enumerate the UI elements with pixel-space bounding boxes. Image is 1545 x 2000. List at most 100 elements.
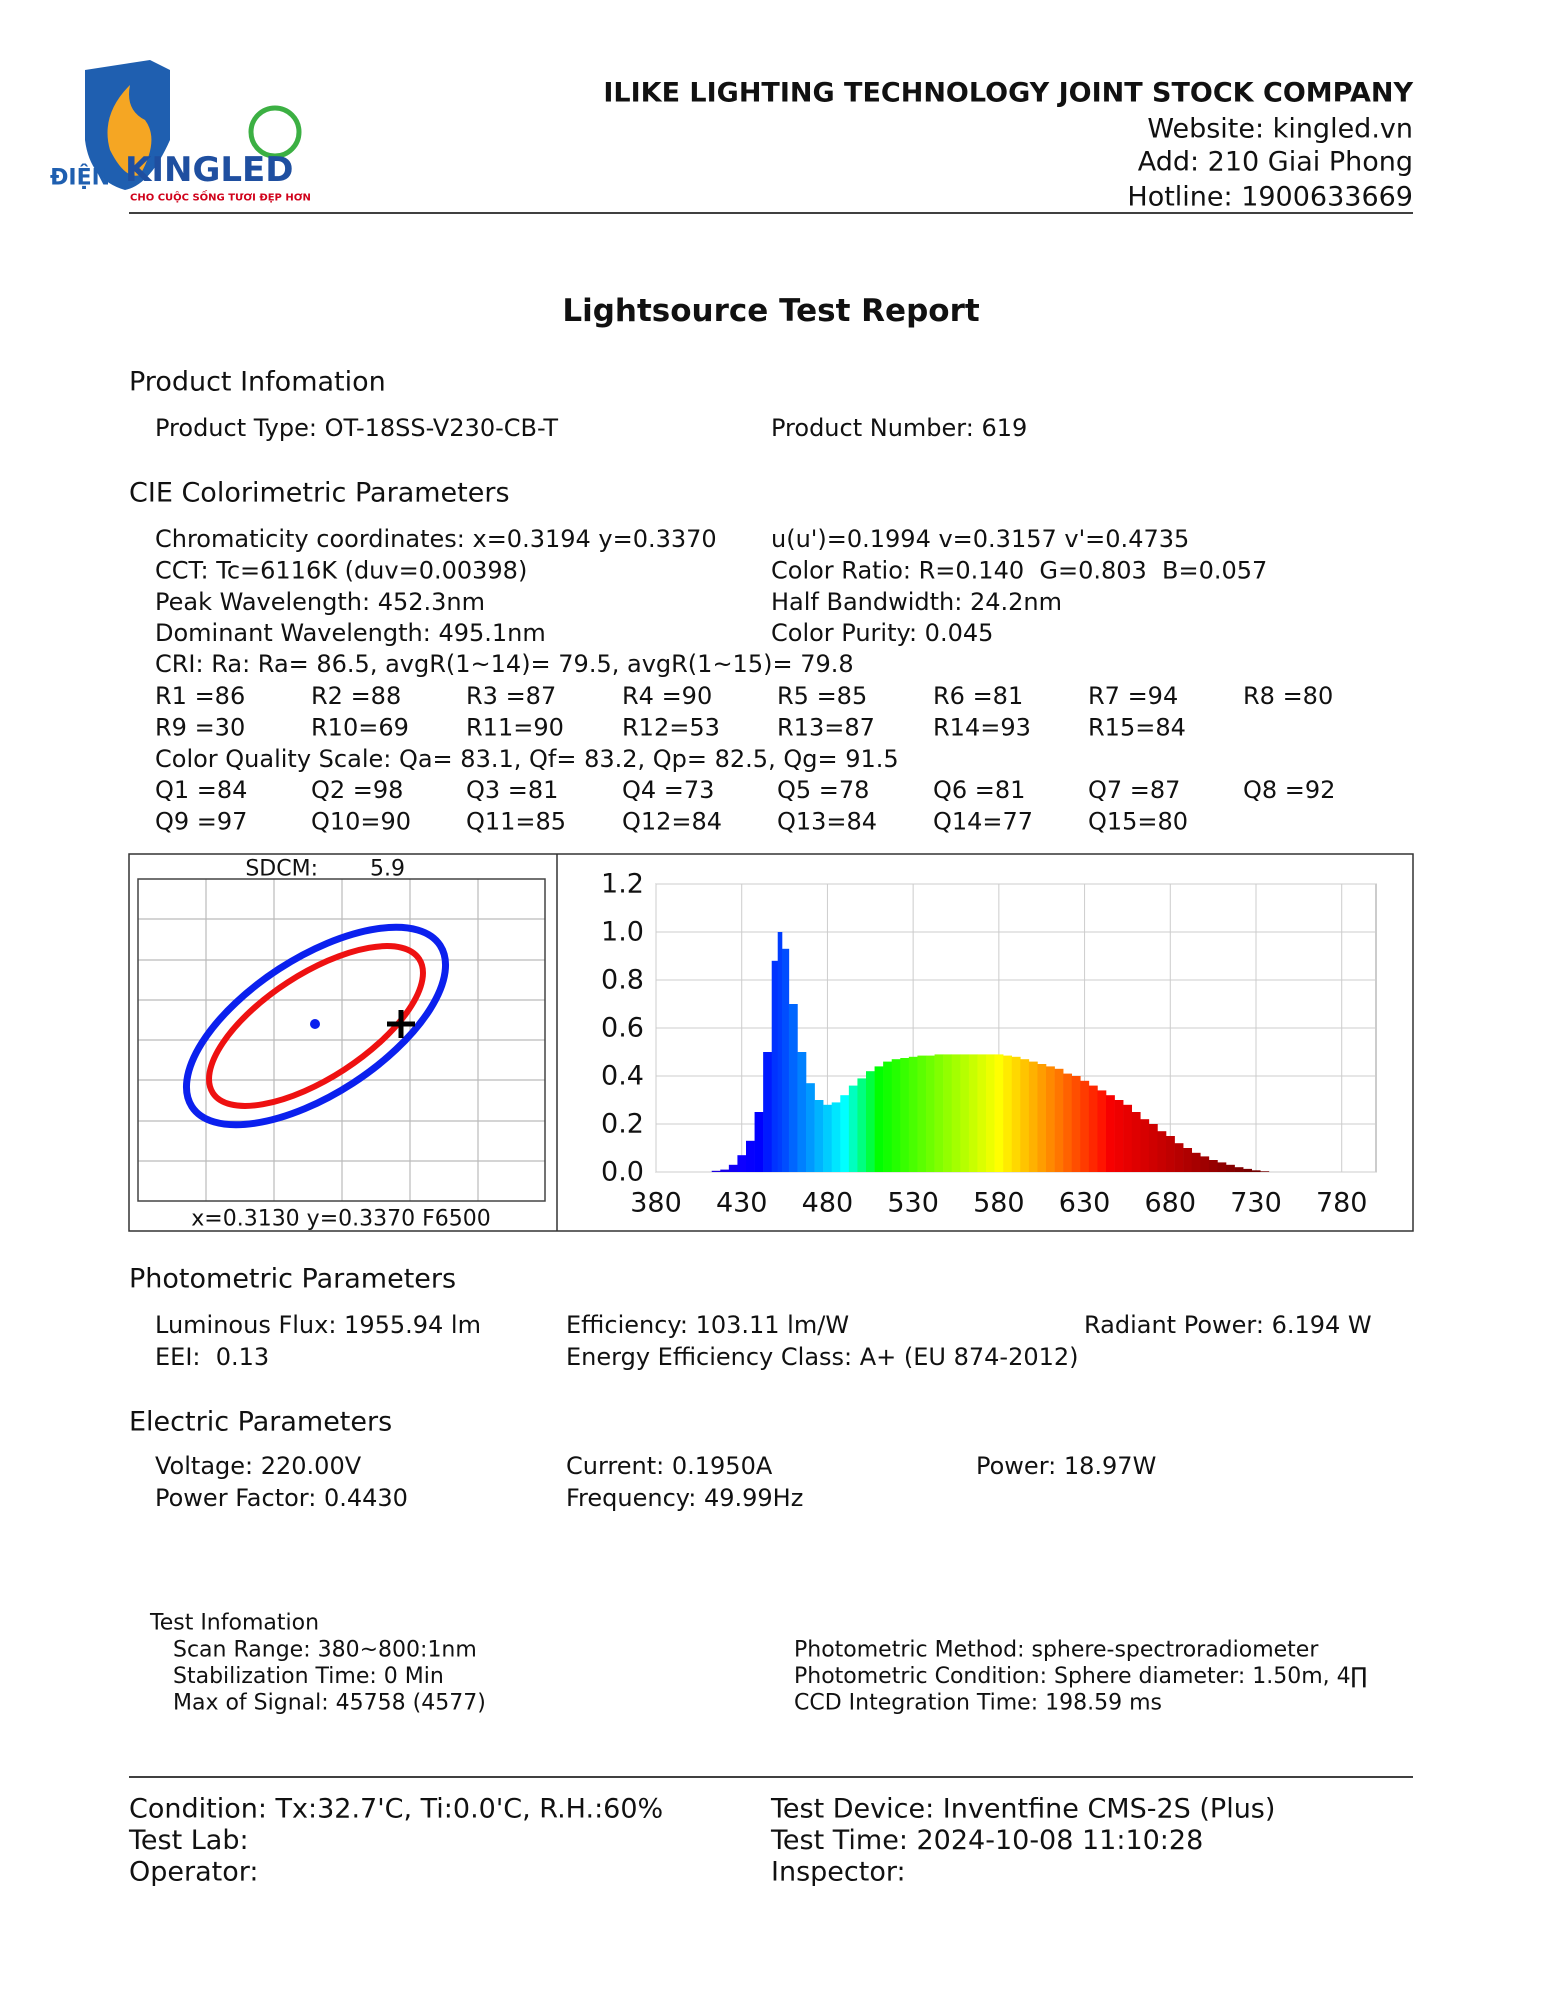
sdcm-center xyxy=(310,1019,320,1029)
footer-field: Test Device: Inventfine CMS-2S (Plus) xyxy=(770,1794,1275,1825)
photometric-parameter: Energy Efficiency Class: A+ (EU 874-2012… xyxy=(566,1343,1079,1371)
spectrum-band xyxy=(1011,1056,1021,1172)
spectrum-band xyxy=(1260,1171,1270,1172)
spectrum-band xyxy=(874,1066,884,1172)
spectrum-band xyxy=(823,1104,833,1172)
cri-value: R5 =85 xyxy=(777,682,867,710)
cqs-value: Q10=90 xyxy=(311,807,411,835)
spectrum-band xyxy=(1226,1164,1235,1172)
spectrum-band xyxy=(806,1083,815,1172)
spectrum-band xyxy=(926,1055,935,1172)
sdcm-ellipse-outer xyxy=(182,923,450,1129)
sdcm-reference: x=0.3130 y=0.3370 F6500 xyxy=(191,1207,491,1232)
sdcm-label: SDCM: xyxy=(245,857,318,882)
test-info: Scan Range: 380~800:1nm xyxy=(173,1638,477,1663)
cie-parameter: Color Purity: 0.045 xyxy=(771,619,993,647)
x-tick-label: 730 xyxy=(1230,1188,1282,1219)
cqs-value: Q13=84 xyxy=(777,807,877,835)
spectrum-band xyxy=(900,1058,910,1172)
x-tick-label: 380 xyxy=(630,1188,682,1219)
spectrum-band xyxy=(986,1054,995,1172)
spectrum-band xyxy=(1191,1152,1201,1172)
spectrum-band xyxy=(840,1095,850,1172)
electric-parameter: Power Factor: 0.4430 xyxy=(155,1484,408,1512)
section-heading: Electric Parameters xyxy=(129,1407,392,1438)
cri-value: R13=87 xyxy=(777,713,875,741)
cqs: Color Quality Scale: Qa= 83.1, Qf= 83.2,… xyxy=(155,745,899,773)
x-tick-label: 780 xyxy=(1316,1188,1368,1219)
y-tick-label: 1.0 xyxy=(601,917,644,948)
address: Add: 210 Giai Phong xyxy=(1138,147,1413,178)
spectrum-band xyxy=(720,1169,730,1172)
cqs-value: Q8 =92 xyxy=(1243,776,1335,804)
spectrum-band xyxy=(960,1054,970,1172)
spectrum-band xyxy=(1071,1076,1081,1172)
test-info: Photometric Condition: Sphere diameter: … xyxy=(794,1664,1367,1689)
company: ILIKE LIGHTING TECHNOLOGY JOINT STOCK CO… xyxy=(603,78,1413,109)
spectrum-band xyxy=(1166,1136,1175,1172)
cie-parameter: CCT: Tc=6116K (duv=0.00398) xyxy=(155,556,527,584)
spectrum-band xyxy=(1080,1080,1090,1172)
cqs-value: Q3 =81 xyxy=(466,776,558,804)
sdcm-ellipse-inner xyxy=(206,943,426,1109)
section-heading: CIE Colorimetric Parameters xyxy=(129,478,510,509)
spectrum-band xyxy=(1114,1100,1124,1172)
logo-prefix: ĐIỆN xyxy=(50,164,110,191)
spectrum-band xyxy=(1200,1156,1210,1172)
cie-parameter: Dominant Wavelength: 495.1nm xyxy=(155,619,546,647)
website: Website: kingled.vn xyxy=(1147,114,1413,145)
spectrum-band xyxy=(1217,1162,1227,1172)
section-heading: Test Infomation xyxy=(149,1611,319,1636)
spectrum-band xyxy=(917,1055,927,1172)
spectrum-band xyxy=(866,1071,875,1172)
spectrum-band xyxy=(883,1061,893,1172)
product-number: Product Number: 619 xyxy=(771,414,1027,442)
spectrum-band xyxy=(814,1100,824,1172)
spectrum-band xyxy=(728,1164,738,1172)
sdcm-value: 5.9 xyxy=(370,857,405,882)
footer-field: Condition: Tx:32.7'C, Ti:0.0'C, R.H.:60% xyxy=(129,1794,663,1825)
cri: CRI: Ra: Ra= 86.5, avgR(1~14)= 79.5, avg… xyxy=(155,650,854,678)
spectrum-band xyxy=(777,932,783,1172)
y-tick-label: 0.2 xyxy=(601,1109,644,1140)
cri-value: R14=93 xyxy=(933,713,1031,741)
cqs-value: Q12=84 xyxy=(622,807,722,835)
cqs-value: Q15=80 xyxy=(1088,807,1188,835)
spectrum-band xyxy=(711,1170,721,1172)
spectrum-band xyxy=(1157,1131,1167,1172)
chart-frame xyxy=(128,853,1414,1232)
cri-value: R7 =94 xyxy=(1088,682,1178,710)
spectrum-band xyxy=(788,1004,798,1172)
spectrum-band xyxy=(1243,1168,1253,1172)
cri-value: R2 =88 xyxy=(311,682,401,710)
y-tick-label: 0.6 xyxy=(601,1013,644,1044)
photometric-parameter: EEI: 0.13 xyxy=(155,1343,269,1371)
spectrum-band xyxy=(951,1054,961,1172)
spectrum-band xyxy=(1148,1124,1158,1172)
spectrum-band xyxy=(771,960,779,1172)
spectrum-band xyxy=(994,1054,1004,1172)
cqs-value: Q7 =87 xyxy=(1088,776,1180,804)
spectrum-band xyxy=(1106,1095,1115,1172)
cri-value: R3 =87 xyxy=(466,682,556,710)
cqs-value: Q2 =98 xyxy=(311,776,403,804)
logo-brand: KINGLED xyxy=(125,150,293,190)
electric-parameter: Current: 0.1950A xyxy=(566,1452,773,1480)
sdcm-point xyxy=(387,1010,415,1038)
cqs-value: Q5 =78 xyxy=(777,776,869,804)
spectrum-band xyxy=(934,1054,944,1172)
photometric-parameter: Efficiency: 103.11 lm/W xyxy=(566,1311,849,1339)
cqs-value: Q11=85 xyxy=(466,807,566,835)
product-type: Product Type: OT-18SS-V230-CB-T xyxy=(155,414,558,442)
x-tick-label: 480 xyxy=(802,1188,854,1219)
spectrum-band xyxy=(977,1054,987,1172)
spectrum-band xyxy=(782,948,790,1172)
cri-value: R11=90 xyxy=(466,713,564,741)
footer-field: Test Lab: xyxy=(128,1825,249,1856)
spectrum-band xyxy=(831,1102,841,1172)
x-tick-label: 430 xyxy=(716,1188,768,1219)
spectrum-band xyxy=(1097,1090,1107,1172)
spectrum-band xyxy=(1037,1064,1047,1172)
